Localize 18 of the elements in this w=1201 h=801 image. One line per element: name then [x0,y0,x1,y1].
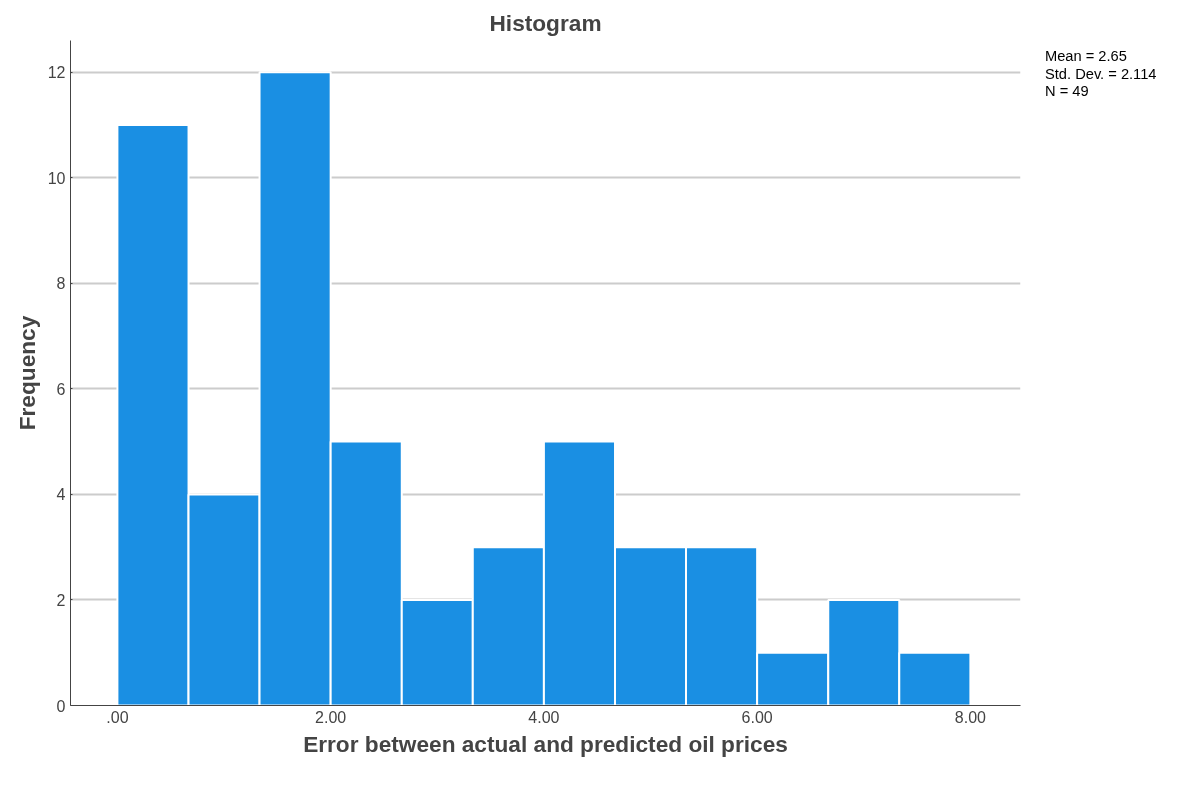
y-tick-label: 2 [56,591,66,609]
x-tick-label: 2.00 [315,708,347,726]
y-tick-label: 12 [47,64,66,82]
y-tick-label: 10 [47,169,66,187]
x-tick-label: 6.00 [741,708,773,726]
y-tick-label: 8 [56,275,66,293]
x-axis-title: Error between actual and predicted oil prices [303,730,788,757]
y-tick-label: 0 [56,697,66,715]
y-tick-label: 6 [56,380,66,398]
text: N = 49 [1045,83,1090,101]
y-tick-label: 4 [56,486,66,504]
x-tick-label: .00 [106,708,129,726]
text: Std. Dev. = 2.114 [1045,65,1157,84]
chart-title: Histogram [489,9,602,36]
x-tick-label: 8.00 [954,708,987,726]
y-axis-title: Frequency [13,315,40,431]
x-tick-label: 4.00 [528,708,560,726]
text: Mean = 2.65 [1045,48,1128,66]
